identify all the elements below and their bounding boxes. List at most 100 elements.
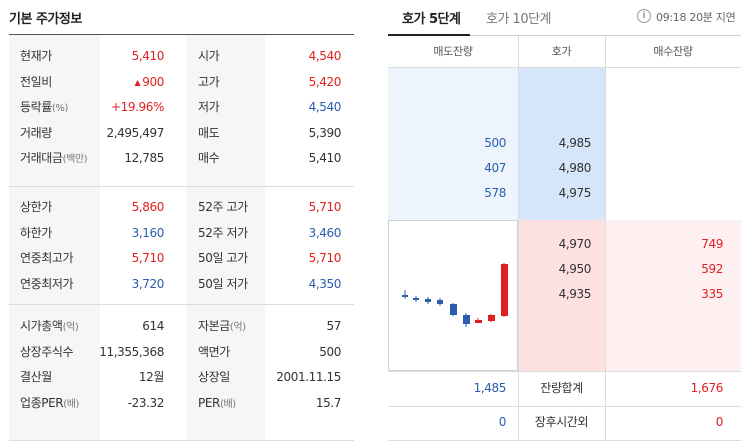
candle	[450, 303, 457, 316]
column-divider	[518, 36, 519, 440]
ask-price-area	[518, 68, 605, 220]
section-divider	[9, 304, 354, 305]
price-header: 호가	[551, 45, 572, 58]
candle	[475, 318, 482, 323]
info-value: 4,350	[308, 276, 342, 291]
ask-qty-header: 매도잔량	[433, 45, 473, 58]
info-row: 거래량 2,495,497 매도 5,390	[9, 121, 354, 146]
bid-total: 1,676	[690, 381, 724, 395]
info-label: 거래대금(백만)	[20, 151, 88, 165]
bid-price[interactable]: 4,970	[558, 237, 592, 251]
section-divider	[9, 440, 354, 441]
info-value: 11,355,368	[99, 344, 164, 359]
info-value: 5,410	[131, 49, 165, 63]
info-label: 50일 저가	[198, 276, 248, 291]
info-value: 614	[142, 319, 164, 333]
candle	[463, 313, 470, 327]
info-value: 4,540	[308, 100, 342, 114]
range-section: 상한가 5,860 52주 고가 5,710 하한가 3,160 52주 저가 3,460 연중…	[9, 187, 354, 304]
info-value: ▲ 900	[134, 74, 165, 89]
info-label: 52주 저가	[198, 225, 248, 240]
info-row: 상한가 5,860 52주 고가 5,710	[9, 195, 354, 220]
bid-price[interactable]: 4,935	[558, 287, 592, 301]
info-label: 고가	[198, 74, 220, 89]
info-value: 3,720	[131, 276, 165, 291]
info-label: 연중최저가	[20, 276, 74, 291]
bid-price[interactable]: 4,950	[558, 262, 592, 276]
info-value: 5,710	[308, 251, 342, 265]
info-value: 5,420	[308, 74, 342, 89]
info-value: -23.32	[127, 395, 165, 410]
info-value: 5,860	[131, 200, 165, 214]
info-label: 결산월	[20, 370, 52, 384]
info-label: 매수	[198, 151, 220, 165]
candle	[425, 297, 431, 304]
info-label: 시가총액(억)	[20, 319, 79, 333]
unit-text: (배)	[63, 398, 80, 410]
book-divider	[388, 440, 741, 441]
info-label: 연중최고가	[20, 251, 74, 265]
info-row: 연중최저가 3,720 50일 저가 4,350	[9, 272, 354, 297]
candle	[488, 314, 495, 322]
bid-qty-header: 매수잔량	[653, 45, 693, 58]
info-label: 업종PER(배)	[20, 395, 80, 410]
info-label: 매도	[198, 125, 220, 140]
info-row: 업종PER(배) -23.32 PER(배) 15.7	[9, 391, 354, 416]
info-label: 현재가	[20, 49, 52, 63]
info-value: 500	[319, 344, 341, 359]
book-divider	[388, 371, 741, 372]
info-value: 12,785	[124, 151, 164, 165]
info-icon[interactable]: i	[637, 9, 651, 23]
info-value: 5,710	[308, 200, 342, 214]
info-label: 저가	[198, 100, 220, 114]
title-divider	[9, 34, 354, 35]
info-value: +19.96%	[110, 100, 164, 114]
ask-price[interactable]: 4,985	[558, 136, 592, 150]
info-value: 4,540	[308, 49, 342, 63]
info-value: 57	[326, 319, 342, 333]
stock-info-title: 기본 주가정보	[9, 12, 82, 27]
candle-chart-svg	[402, 263, 508, 327]
unit-text: (백만)	[62, 154, 88, 165]
candle	[402, 290, 408, 299]
info-label: 액면가	[198, 344, 230, 359]
active-tab-indicator	[388, 34, 470, 36]
info-label: 상한가	[20, 200, 52, 214]
info-row: 시가총액(억) 614 자본금(억) 57	[9, 314, 354, 339]
unit-text: (억)	[229, 322, 246, 333]
ask-qty: 500	[484, 136, 506, 150]
info-value: 12월	[138, 370, 165, 384]
info-value: 2,495,497	[106, 125, 165, 140]
section-divider	[9, 186, 354, 187]
book-divider	[388, 406, 741, 407]
ask-price[interactable]: 4,980	[558, 161, 592, 175]
bid-qty: 592	[701, 262, 723, 276]
info-value: 15.7	[315, 395, 342, 410]
info-label: 50일 고가	[198, 251, 248, 265]
info-label: 시가	[198, 49, 220, 63]
info-value: 3,160	[131, 225, 165, 240]
up-triangle-icon: ▲	[134, 77, 141, 87]
info-row: 등락률(%) +19.96% 저가 4,540	[9, 95, 354, 120]
info-row: 연중최고가 5,710 50일 고가 5,710	[9, 246, 354, 271]
info-label: 상장주식수	[20, 344, 74, 359]
header-divider	[388, 67, 741, 68]
info-label: 등락률(%)	[20, 100, 69, 114]
bid-area	[605, 220, 741, 371]
ask-price[interactable]: 4,975	[558, 186, 592, 200]
ask-qty: 578	[484, 186, 506, 200]
after-hours-bid: 0	[715, 415, 724, 429]
info-label: 자본금(억)	[198, 319, 246, 333]
tab-5-level[interactable]: 호가 5단계	[402, 12, 461, 27]
candle	[437, 298, 443, 306]
unit-text: (%)	[51, 103, 69, 114]
info-row: 하한가 3,160 52주 저가 3,460	[9, 221, 354, 246]
tab-10-level[interactable]: 호가 10단계	[486, 12, 552, 27]
mini-candle-chart	[388, 220, 518, 371]
info-row: 전일비 ▲ 900 고가 5,420	[9, 70, 354, 95]
column-divider	[605, 36, 606, 440]
unit-text: (배)	[219, 398, 236, 410]
ask-total: 1,485	[473, 381, 507, 395]
info-row: 결산월 12월 상장일 2001.11.15	[9, 365, 354, 390]
info-label: 거래량	[20, 125, 52, 140]
